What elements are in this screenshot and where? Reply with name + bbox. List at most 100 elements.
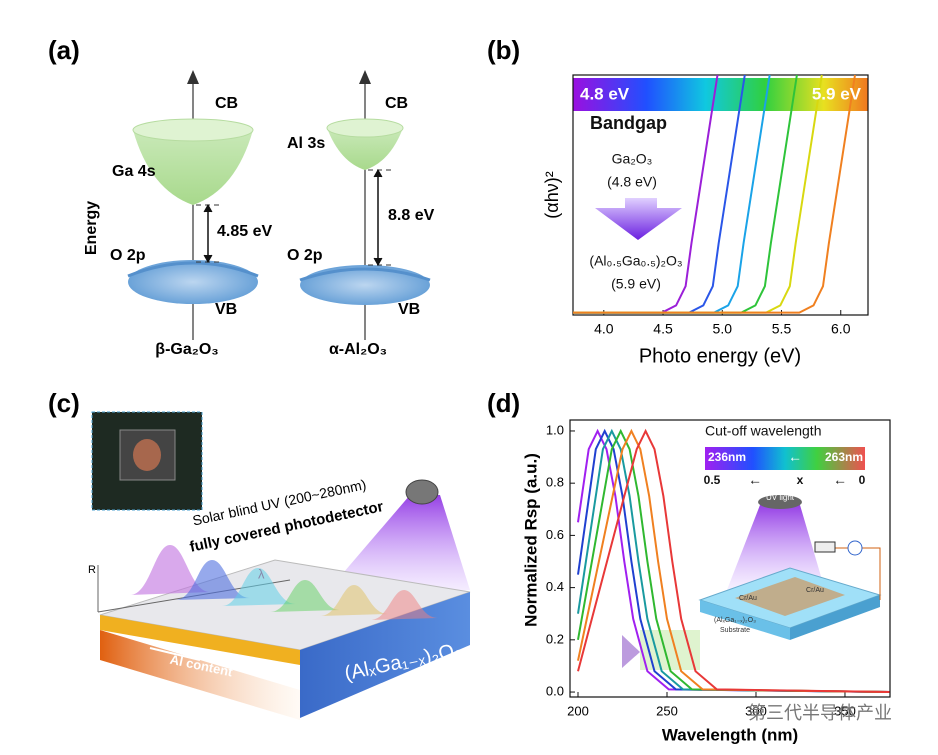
band-label: VB (398, 301, 420, 318)
axis-label: Energy (83, 201, 100, 255)
plot-frame (572, 74, 869, 316)
wire (830, 547, 881, 600)
uv-lamp (758, 495, 802, 509)
arrow (149, 647, 201, 661)
annotation: 5.9 eV (812, 84, 862, 103)
panel-label: (d) (487, 388, 520, 418)
x-tick-label: 5.0 (713, 321, 733, 337)
battery (814, 541, 836, 553)
series-line (577, 428, 890, 693)
conduction-band (133, 130, 253, 205)
orbital-label: O 2p (287, 247, 323, 264)
band-label: VB (215, 301, 237, 318)
x-tick-label: 200 (567, 703, 589, 718)
x-tick-label: 4.5 (653, 321, 673, 337)
x-tick-label: 6.0 (831, 321, 851, 337)
x-tick-label: 250 (656, 703, 678, 718)
annotation: (AlₓGa₁₋ₓ)₂O₃ (714, 617, 756, 624)
uv-lamp (405, 479, 439, 505)
band-top (132, 118, 254, 142)
arrowhead (187, 70, 199, 84)
annotation: 236nm (708, 450, 746, 464)
series-line (577, 428, 890, 693)
y-tick-label: 1.0 (546, 422, 564, 437)
axis-label: λ (258, 566, 265, 581)
trend-arrow (622, 635, 640, 668)
annotation: ← (833, 472, 847, 488)
annotation: Cr/Au (806, 587, 824, 594)
annotation: 263nm (825, 450, 863, 464)
slab-side (300, 592, 470, 718)
ammeter (847, 540, 863, 556)
annotation: ← (748, 472, 762, 488)
valence-band (128, 260, 258, 304)
band-top (326, 118, 404, 138)
panel-label: (b) (487, 35, 520, 65)
band-label: CB (385, 95, 408, 112)
y-tick-label: 0.2 (546, 631, 564, 646)
y-tick-label: 0.0 (546, 683, 564, 698)
gap-label: 8.8 eV (388, 207, 435, 224)
material-label: α-Al₂O₃ (329, 341, 387, 358)
annotation: Ga₂O₃ (612, 151, 653, 167)
panel-label: (a) (48, 35, 80, 65)
annotation: (Al₀.₅Ga₀.₅)₂O₃ (589, 253, 682, 269)
level (368, 169, 392, 266)
valence-band (300, 265, 430, 305)
electrodes (735, 577, 845, 616)
device-side (790, 595, 880, 640)
x-tick-label: 350 (834, 703, 856, 718)
y-axis-label: Normalized Rsp (a.u.) (521, 453, 540, 627)
panel-label: (c) (48, 388, 80, 418)
annotation: ← (788, 449, 802, 465)
annotation: Substrate (720, 627, 750, 634)
annotation: x (797, 473, 804, 487)
annotation: 4.8 eV (580, 84, 630, 103)
photo-glow (133, 439, 161, 471)
x-tick-label: 300 (745, 703, 767, 718)
gap-label: 4.85 eV (217, 223, 272, 240)
y-tick-label: 0.4 (546, 579, 564, 594)
material-label: β-Ga₂O₃ (155, 341, 218, 358)
y-axis-label: (αhν)² (542, 171, 562, 218)
orbital-label: Ga 4s (112, 163, 156, 180)
x-tick-label: 4.0 (594, 321, 614, 337)
response-peak (320, 585, 388, 616)
axis-label: R (88, 564, 96, 576)
orbital-label: Al 3s (287, 135, 325, 152)
colorbar (705, 447, 865, 470)
y-tick-label: 0.6 (546, 527, 564, 542)
series-line (577, 428, 890, 693)
annotation: (5.9 eV) (611, 276, 661, 292)
plot-frame (569, 419, 891, 698)
device-side (700, 600, 790, 640)
series-line (573, 74, 856, 314)
x-axis-label: Photo energy (eV) (639, 345, 801, 367)
arrowhead (359, 70, 371, 84)
watermark: 第三代半导体产业 (748, 703, 892, 723)
gradient-wedge (100, 630, 300, 720)
annotation: 0.5 (704, 473, 721, 487)
annotation: Cut-off wavelength (705, 423, 821, 439)
band-label: CB (215, 95, 238, 112)
annotation: 0 (859, 473, 866, 487)
response-peak (175, 560, 250, 600)
response-peak (370, 590, 438, 620)
arrowhead (373, 168, 383, 267)
series-line (577, 428, 890, 693)
annotation: (4.8 eV) (607, 174, 657, 190)
conduction-band (327, 128, 403, 170)
band-edge (299, 267, 431, 282)
band-edge (127, 261, 259, 278)
series-line (577, 428, 890, 693)
arrowhead (203, 203, 213, 264)
response-peak (270, 580, 340, 612)
y-tick-label: 0.8 (546, 475, 564, 490)
annotation: Cr/Au (739, 595, 757, 602)
annotation: Bandgap (590, 113, 667, 133)
x-axis-label: Wavelength (nm) (662, 725, 798, 744)
trend-arrow (595, 198, 682, 240)
x-tick-label: 5.5 (772, 321, 792, 337)
orbital-label: O 2p (110, 247, 146, 264)
